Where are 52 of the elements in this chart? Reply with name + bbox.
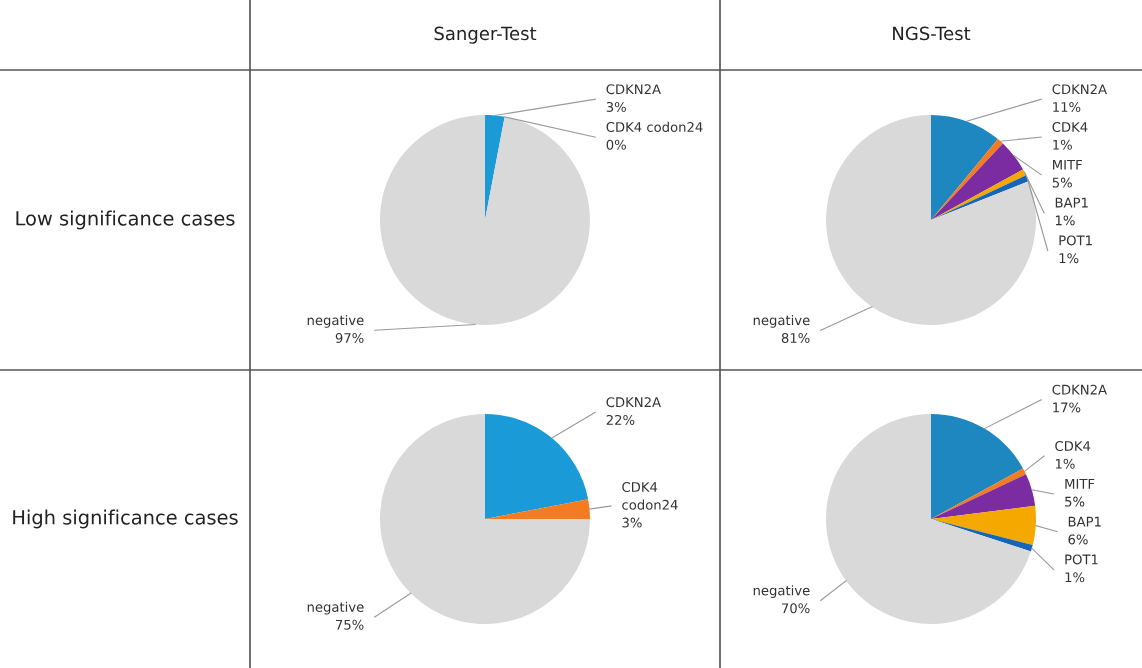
data-label: 70% [782, 603, 810, 614]
data-label: 17% [1053, 402, 1081, 413]
slice-label: CDKN2A [606, 84, 661, 95]
data-label: 75% [336, 619, 364, 630]
slice-label: POT1 [1065, 554, 1098, 565]
data-label: 3% [606, 101, 626, 112]
text: High significance cases [13, 509, 238, 529]
data-label: 22% [606, 414, 635, 425]
pie-slice [826, 414, 1031, 624]
slice-label: negative [307, 314, 364, 328]
data-label: 1% [1059, 253, 1079, 264]
pie-slice [826, 115, 1036, 325]
slice-label: MITF [1053, 159, 1082, 170]
slice-label: CDKN2A [606, 397, 661, 408]
category-label: CDK4 codon24 [606, 121, 703, 132]
pie-slice [380, 414, 590, 624]
data-label: 11% [1053, 101, 1081, 112]
data-label: 1% [1055, 458, 1075, 469]
pie-slice [931, 474, 1036, 519]
pie-slice [485, 414, 589, 519]
data-label: 6% [1068, 534, 1088, 545]
pie-slice [931, 505, 1036, 546]
slice-label: CDKN2A [1052, 384, 1107, 395]
data-label: 97% [335, 332, 364, 343]
data-label: 1% [1055, 215, 1075, 226]
chart-title: Sanger-Test [434, 26, 537, 44]
pie-slice [485, 115, 505, 220]
slice-label: CDK4 [1055, 441, 1091, 452]
slice-label: BAP1 [1068, 516, 1101, 527]
data-label: 81% [781, 332, 810, 343]
slice-label: POT1 [1059, 235, 1092, 246]
slice-label: CDK4 codon24 [622, 482, 678, 510]
data-label: 1% [1065, 572, 1085, 583]
slice-label: negative [753, 585, 810, 598]
slice-label: CDK4 [1052, 122, 1088, 132]
pie-slice [485, 499, 590, 519]
slice-label: MITF [1065, 479, 1095, 489]
pie-slice [931, 414, 1024, 519]
data-label: 3% [622, 517, 642, 528]
slice-label: negative [753, 314, 810, 328]
text: 0% [606, 139, 626, 150]
slice-label: CDKN2A [1052, 84, 1107, 95]
pie-slice [931, 143, 1024, 220]
pie-slice [931, 115, 998, 220]
slice-label: BAP1 [1055, 197, 1088, 208]
chart-title: NGS-Test [893, 26, 971, 41]
data-label: 5% [1052, 177, 1072, 188]
pie-slice [380, 115, 590, 325]
slice-label: negative [307, 601, 364, 615]
data-label: 5% [1065, 496, 1085, 507]
text: Low significance cases [16, 210, 235, 230]
data-label: 1% [1053, 139, 1072, 150]
